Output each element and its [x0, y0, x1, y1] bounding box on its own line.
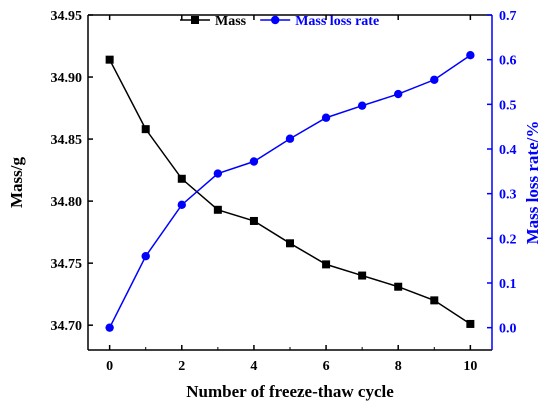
y-right-axis-title: Mass loss rate/% — [523, 121, 542, 245]
y-left-tick-label: 34.75 — [51, 257, 83, 272]
data-point — [213, 169, 223, 178]
x-axis-title: Number of freeze-thaw cycle — [186, 382, 394, 401]
data-point — [321, 113, 331, 122]
data-point — [141, 125, 150, 134]
legend-marker-1 — [271, 15, 280, 25]
legend: Mass Mass loss rate — [180, 14, 379, 29]
legend-marker-0 — [191, 16, 199, 24]
y-right-tick-label: 0.6 — [499, 54, 517, 69]
axes — [87, 14, 493, 351]
y-right-tick-label: 0.2 — [499, 232, 517, 247]
y-right-tick-label: 0.3 — [499, 188, 517, 203]
data-point — [466, 51, 475, 60]
x-tick-label: 6 — [323, 359, 330, 374]
x-tick-label: 2 — [178, 359, 185, 374]
series-layer — [105, 51, 475, 332]
data-point — [285, 134, 295, 143]
y-left-axis-title: Mass/g — [7, 157, 26, 209]
series-line-1 — [108, 54, 471, 329]
x-tick-label: 10 — [463, 359, 477, 374]
series-line-0 — [108, 59, 471, 325]
y-left-tick-label: 34.95 — [51, 9, 83, 24]
x-tick-label: 8 — [395, 359, 402, 374]
y-right-tick-label: 0.1 — [499, 277, 517, 292]
x-tick-label: 4 — [250, 359, 257, 374]
y-left-tick-label: 34.70 — [51, 319, 83, 334]
y-left-tick-label: 34.80 — [51, 195, 83, 210]
data-point — [105, 323, 114, 332]
x-tick-label: 0 — [106, 359, 113, 374]
data-point — [286, 239, 294, 248]
data-point — [466, 319, 475, 328]
data-point — [358, 271, 367, 280]
legend-label-1: Mass loss rate — [295, 14, 379, 29]
y-right-tick-label: 0.4 — [499, 143, 517, 158]
data-point — [357, 101, 367, 110]
y-right-tick-label: 0.5 — [499, 98, 517, 113]
data-point — [105, 55, 114, 64]
data-point — [141, 252, 150, 261]
y-right-tick-label: 0.0 — [499, 322, 517, 337]
data-point — [177, 200, 186, 210]
labels: 0 2 4 6 8 10 34.70 34.75 34.80 34.85 34.90 34.95 0.0… — [7, 9, 542, 401]
data-point — [394, 282, 403, 291]
data-point — [249, 157, 259, 166]
y-left-tick-label: 34.90 — [51, 71, 83, 86]
data-point — [322, 260, 331, 269]
legend-label-0: Mass — [215, 14, 247, 29]
data-point — [249, 216, 258, 225]
data-point — [213, 205, 222, 214]
data-point — [430, 296, 439, 305]
data-point — [394, 89, 403, 99]
y-right-tick-label: 0.7 — [499, 9, 517, 24]
data-point — [177, 174, 186, 183]
data-point — [430, 75, 439, 84]
y-left-tick-label: 34.85 — [51, 133, 83, 148]
